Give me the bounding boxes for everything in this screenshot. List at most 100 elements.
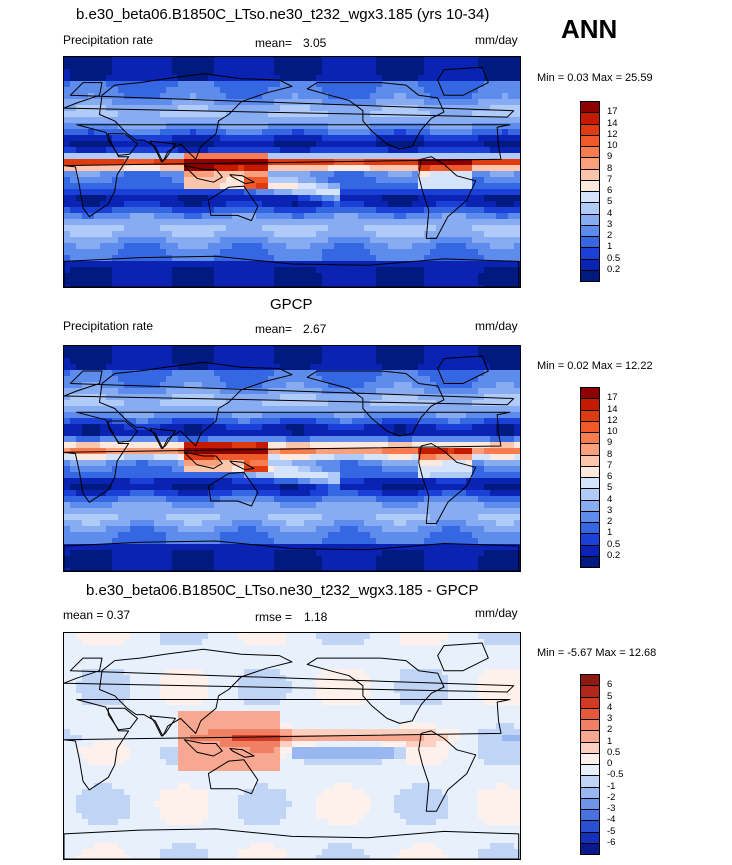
- colorbar-tick-label: -5: [607, 825, 616, 837]
- coastline: [437, 642, 489, 672]
- colorbar-tick-label: 3: [607, 504, 613, 516]
- coastline: [437, 355, 489, 384]
- coastline: [64, 124, 511, 218]
- coastline: [64, 540, 520, 571]
- coastline: [99, 73, 293, 163]
- panel-3-colorbar: 6 5 4 3 2 1 0.5 0 -0.5 -1 -2 -3 -4 -5 -6: [580, 674, 640, 855]
- colorbar-tick-label: 14: [607, 403, 618, 415]
- coastline: [418, 156, 477, 239]
- colorbar-tick-label: 6: [607, 679, 613, 691]
- coastline: [64, 255, 520, 287]
- colorbar-tick-label: 4: [607, 493, 613, 505]
- coastline: [306, 82, 445, 150]
- coastline: [99, 361, 293, 449]
- coastline: [437, 66, 489, 96]
- colorbar-tick-label: 12: [607, 128, 618, 140]
- colorbar-tick-label: 9: [607, 437, 613, 449]
- panel-2-units: mm/day: [475, 319, 518, 333]
- panel-3-units: mm/day: [475, 606, 518, 620]
- colorbar-tick-label: 8: [607, 162, 613, 174]
- coastline: [64, 411, 511, 503]
- panel-2-variable-label: Precipitation rate: [63, 319, 154, 333]
- coastline: [418, 730, 477, 812]
- field-shading: [64, 633, 520, 859]
- coastline: [207, 185, 259, 222]
- colorbar-box: [580, 555, 600, 568]
- colorbar-tick-label: 0: [607, 758, 613, 769]
- panel-2-title: GPCP: [270, 296, 313, 313]
- colorbar-tick-label: 2: [607, 230, 613, 241]
- coastline: [64, 699, 511, 791]
- colorbar-tick-label: 0.5: [607, 252, 621, 264]
- colorbar-tick-label: 2: [607, 724, 613, 736]
- colorbar-tick-label: 7: [607, 173, 613, 185]
- panel-1-map: [63, 56, 521, 288]
- colorbar-tick-label: 10: [607, 426, 618, 437]
- panel-3-rmse-value: 1.18: [304, 610, 328, 624]
- panel-3-mean-stat: mean = 0.37: [63, 608, 131, 622]
- panel-2-map: [63, 345, 521, 572]
- colorbar-tick-label: 5: [607, 196, 613, 208]
- colorbar-tick-label: 6: [607, 471, 613, 482]
- coastlines: [64, 642, 520, 859]
- panel-2-mean-value: 2.67: [303, 322, 327, 336]
- coastline: [183, 165, 223, 183]
- panel-3-title: b.e30_beta06.B1850C_LTso.ne30_t232_wgx3.…: [86, 582, 479, 599]
- coastline: [64, 370, 515, 406]
- coastline: [183, 451, 223, 469]
- field-shading: [64, 346, 520, 571]
- coastline: [107, 420, 138, 443]
- panel-1-title: b.e30_beta06.B1850C_LTso.ne30_t232_wgx3.…: [76, 6, 490, 23]
- colorbar-box: [580, 842, 600, 855]
- colorbar-tick-label: 8: [607, 448, 613, 460]
- coastline: [229, 748, 255, 758]
- colorbar-tick-label: 17: [607, 106, 618, 118]
- colorbar-tick-label: 1: [607, 527, 613, 539]
- colorbar-tick-label: 6: [607, 185, 613, 196]
- colorbar-tick-label: -0.5: [607, 769, 624, 781]
- colorbar-tick-label: 5: [607, 482, 613, 494]
- colorbar-tick-label: -6: [607, 836, 616, 848]
- colorbar-tick-label: 7: [607, 459, 613, 471]
- panel-3-rmse-label: rmse =: [255, 610, 293, 624]
- coastline: [64, 82, 515, 118]
- colorbar-tick-label: 10: [607, 140, 618, 151]
- colorbar-tick-label: -1: [607, 780, 616, 792]
- colorbar-tick-label: 17: [607, 392, 618, 404]
- colorbar-tick-label: 0.5: [607, 538, 621, 550]
- coastline: [107, 133, 138, 156]
- coastline: [229, 460, 255, 471]
- colorbar-tick-label: 2: [607, 516, 613, 527]
- panel-1-mean-value: 3.05: [303, 36, 327, 50]
- colorbar-tick-label: 0.2: [607, 263, 621, 275]
- coastline: [306, 657, 445, 724]
- colorbar-tick-label: 14: [607, 117, 618, 129]
- panel-3-minmax: Min = -5.67 Max = 12.68: [537, 647, 657, 659]
- panel-1-mean-label: mean=: [255, 36, 293, 50]
- colorbar-tick-label: 3: [607, 218, 613, 230]
- coastlines: [64, 66, 520, 287]
- colorbar-tick-label: 3: [607, 713, 613, 724]
- panel-1-units: mm/day: [475, 33, 518, 47]
- coastline: [183, 739, 223, 757]
- colorbar-tick-label: 9: [607, 151, 613, 163]
- colorbar-tick-label: -2: [607, 791, 616, 803]
- colorbar-tick-label: 1: [607, 241, 613, 253]
- coastlines: [64, 355, 520, 571]
- colorbar-tick-label: 5: [607, 690, 613, 702]
- coastline: [207, 759, 259, 795]
- coastline: [229, 174, 255, 184]
- colorbar-tick-label: 0.2: [607, 549, 621, 561]
- colorbar-tick-label: 0.5: [607, 746, 621, 758]
- colorbar-tick-label: 1: [607, 735, 613, 747]
- coastline: [149, 428, 176, 449]
- coastline: [107, 707, 138, 731]
- coastline: [149, 715, 176, 737]
- panel-2-minmax: Min = 0.02 Max = 12.22: [537, 360, 653, 372]
- coastline: [418, 443, 477, 524]
- panel-1-variable-label: Precipitation rate: [63, 33, 154, 47]
- coastline: [306, 370, 445, 437]
- colorbar-tick-label: 4: [607, 701, 613, 713]
- panel-1-minmax: Min = 0.03 Max = 25.59: [537, 72, 653, 84]
- colorbar-box: [580, 269, 600, 282]
